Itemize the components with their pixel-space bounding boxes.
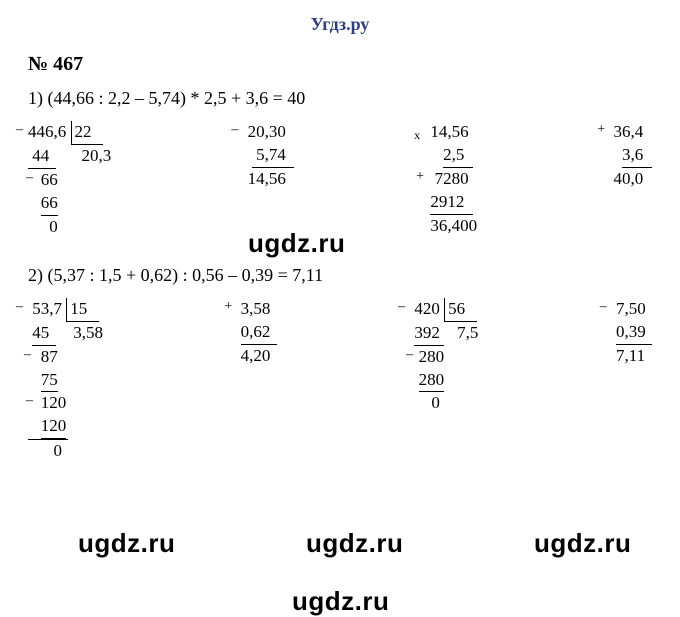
step: 75 (41, 370, 58, 389)
dividend: 446,6 (28, 122, 66, 141)
calc2-subtraction: – 7,50 0,39 7,11 (612, 298, 652, 464)
divisor: 56 (448, 299, 465, 318)
addend-a: 36,4 (613, 122, 643, 141)
result: 7,11 (616, 346, 645, 365)
dividend: 53,7 (32, 299, 62, 318)
dividend: 420 (414, 299, 440, 318)
minuend: 20,30 (248, 122, 286, 141)
equation-2: 2) (5,37 : 1,5 + 0,62) : 0,56 – 0,39 = 7… (28, 265, 680, 286)
subtrahend: 0,39 (616, 322, 646, 341)
calc1-addition: + 36,4 3,6 40,0 (609, 121, 652, 239)
partial: 7280 (435, 169, 469, 188)
problem-number: № 467 (28, 53, 680, 76)
calc-row-2: – 53,7 15 45 3,58 – 87 75 – 120 120 0 + … (0, 298, 680, 464)
quotient: 7,5 (457, 323, 478, 342)
quotient: 20,3 (82, 146, 112, 165)
calc2-addition: + 3,58 0,62 4,20 (236, 298, 276, 464)
calc1-multiplication: x 14,56 2,5 + 7280 2912 36,400 (426, 121, 477, 239)
rem: 87 (41, 347, 58, 366)
calc-row-1: –446,6 22 44 20,3 – 66 66 0 – 20,30 5,74… (0, 121, 680, 239)
divisor: 22 (75, 122, 92, 141)
rem: 0 (431, 393, 440, 412)
step: 66 (41, 193, 58, 212)
watermark: ugdz.ru (306, 528, 403, 559)
result: 40,0 (613, 169, 643, 188)
step: 44 (32, 146, 49, 165)
rem: 0 (54, 441, 63, 460)
divisor: 15 (70, 299, 87, 318)
result: 36,400 (430, 216, 477, 235)
rem: 0 (49, 217, 58, 236)
step: 45 (32, 323, 49, 342)
calc1-subtraction: – 20,30 5,74 14,56 (243, 121, 294, 239)
site-header: Угдз.ру (0, 0, 680, 35)
equation-1: 1) (44,66 : 2,2 – 5,74) * 2,5 + 3,6 = 40 (28, 88, 680, 109)
watermark: ugdz.ru (534, 528, 631, 559)
minuend: 7,50 (616, 299, 646, 318)
addend-b: 3,6 (622, 145, 643, 164)
rem: 280 (419, 347, 445, 366)
result: 4,20 (241, 346, 271, 365)
quotient: 3,58 (73, 323, 103, 342)
step: 392 (414, 323, 440, 342)
rem: 120 (41, 393, 67, 412)
step: 280 (419, 370, 445, 389)
calc2-division1: – 53,7 15 45 3,58 – 87 75 – 120 120 0 (28, 298, 103, 464)
addend-b: 0,62 (241, 322, 271, 341)
factor-a: 14,56 (430, 122, 468, 141)
watermark: ugdz.ru (292, 586, 389, 617)
rem: 66 (41, 170, 58, 189)
step: 120 (41, 416, 67, 435)
result: 14,56 (248, 169, 286, 188)
factor-b: 2,5 (443, 145, 464, 164)
calc2-division2: – 420 56 392 7,5 – 280 280 0 (410, 298, 478, 464)
partial: 2912 (430, 192, 464, 211)
watermark: ugdz.ru (78, 528, 175, 559)
calc1-division: –446,6 22 44 20,3 – 66 66 0 (28, 121, 111, 239)
watermark: ugdz.ru (248, 228, 345, 259)
addend-a: 3,58 (241, 299, 271, 318)
subtrahend: 5,74 (256, 145, 286, 164)
